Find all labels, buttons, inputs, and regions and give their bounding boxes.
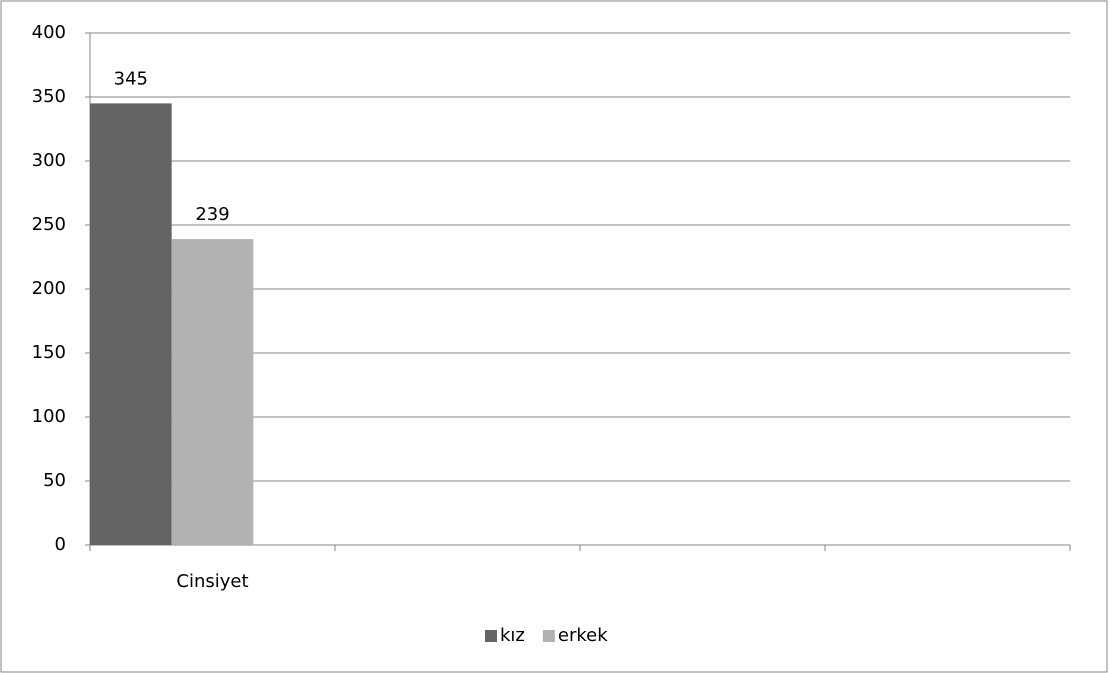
- x-tick-label: Cinsiyet: [176, 571, 248, 592]
- legend-swatch: [542, 630, 555, 642]
- legend-swatch: [485, 630, 497, 642]
- bar: [90, 103, 172, 546]
- y-tick-label: 150: [32, 342, 66, 363]
- y-tick-label: 250: [32, 214, 66, 235]
- y-tick-label: 0: [55, 534, 66, 555]
- y-tick-label: 50: [43, 470, 66, 491]
- y-tick-label: 350: [32, 86, 66, 107]
- y-tick-label: 300: [32, 150, 66, 171]
- data-label: 239: [195, 204, 229, 225]
- legend-label: kız: [500, 625, 525, 646]
- y-tick-label: 400: [32, 22, 66, 43]
- bar: [171, 239, 254, 545]
- legend-label: erkek: [558, 625, 608, 646]
- y-tick-label: 100: [32, 406, 66, 427]
- y-tick-label: 200: [32, 278, 66, 299]
- data-label: 345: [114, 68, 148, 89]
